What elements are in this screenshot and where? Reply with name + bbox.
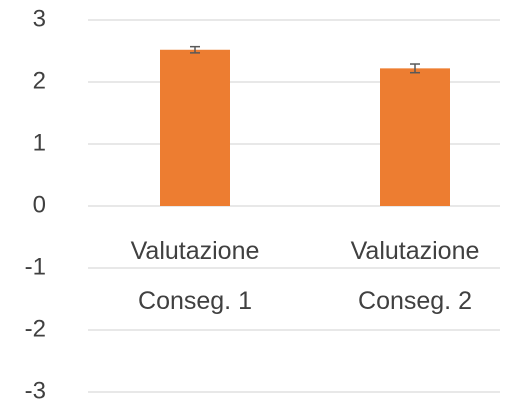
bar bbox=[160, 49, 230, 207]
x-tick-label: Valutazione Conseg. 2 bbox=[350, 237, 480, 315]
y-tick-label: 0 bbox=[33, 191, 46, 218]
y-tick-label: 2 bbox=[33, 67, 46, 94]
y-tick-label: 3 bbox=[33, 5, 46, 32]
x-tick-label: Valutazione Conseg. 1 bbox=[130, 237, 260, 315]
error-bar bbox=[410, 63, 420, 74]
error-bar bbox=[190, 45, 200, 54]
y-tick-label: -1 bbox=[25, 253, 46, 280]
y-tick-label: -2 bbox=[25, 315, 46, 342]
bar bbox=[380, 68, 450, 206]
y-tick-label: -3 bbox=[25, 377, 46, 404]
y-tick-label: 1 bbox=[33, 129, 46, 156]
